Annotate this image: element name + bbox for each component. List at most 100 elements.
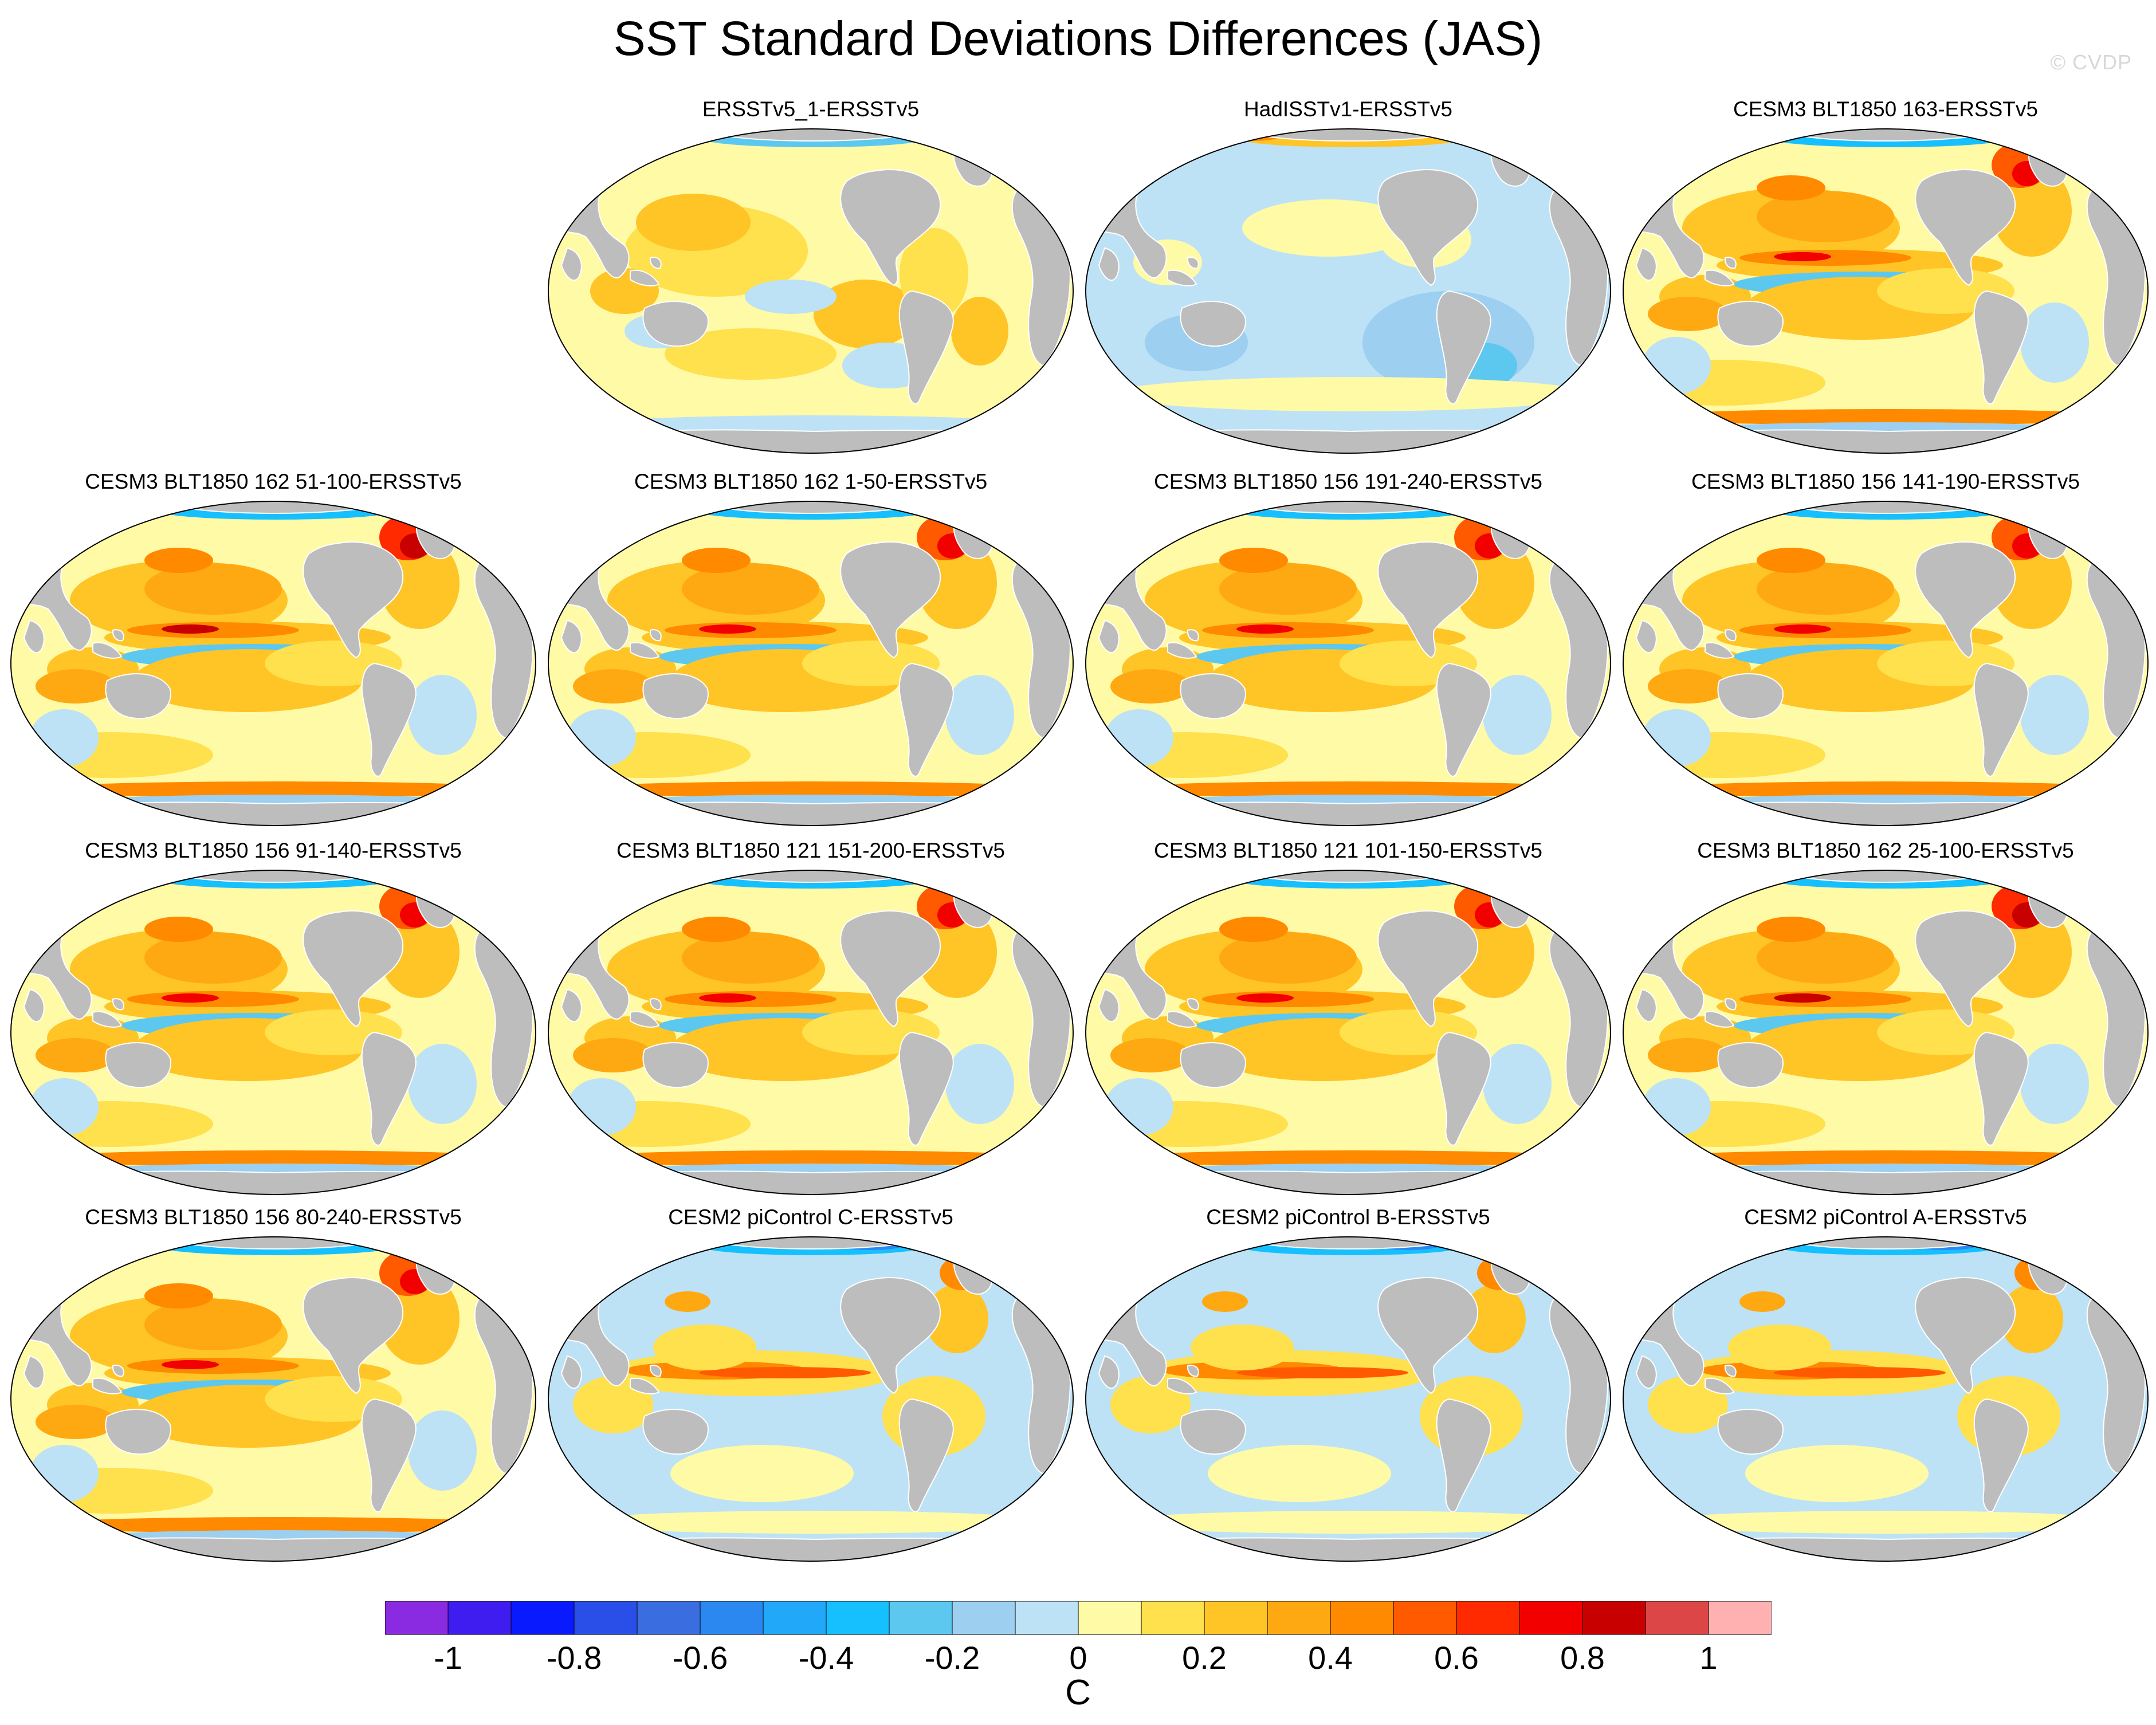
sst-anomaly-region [2000,1284,2063,1353]
map-outline [1085,501,1611,826]
sst-map [1623,870,2149,1195]
sst-anomaly-region [682,563,819,615]
sst-anomaly-region [408,1410,477,1491]
land-mass [1377,910,1479,1028]
land-mass [303,1277,404,1394]
land-mass [1377,169,1479,286]
sst-anomaly-region [144,563,282,615]
sst-anomaly-region [1757,548,1825,573]
sst-anomaly-region [36,1405,116,1439]
sst-anomaly-region [682,548,751,573]
panel-title: CESM2 piControl B-ERSSTv5 [1206,1205,1490,1229]
sst-anomaly-region [1086,1101,1288,1147]
colorbar-swatch [1330,1601,1394,1635]
land-mass [560,247,582,281]
sst-anomaly-region [1648,297,1728,331]
sst-anomaly-region [1110,1038,1191,1072]
sst-map [548,501,1074,826]
sst-map [1085,870,1611,1195]
land-mass [642,673,709,720]
sst-anomaly-region [1648,1376,1728,1433]
land-mass [1973,662,2029,777]
colorbar-swatch [889,1601,953,1635]
sst-anomaly-region [1454,537,1534,629]
colorbar-tick-label: 0.2 [1182,1640,1227,1673]
land-mass [112,998,124,1011]
land-mass [1724,1365,1737,1377]
panel-title: HadISSTv1-ERSSTv5 [1244,97,1452,121]
sst-anomaly-region [2020,302,2089,383]
land-mass [23,988,45,1023]
map-panel: CESM3 BLT1850 156 191-240-ERSSTv5 [1082,469,1615,835]
land-mass [840,541,941,659]
land-mass [1705,642,1735,659]
sst-anomaly-region [1774,624,1831,634]
land-mass [1098,619,1120,654]
land-mass [92,642,123,659]
land-mass [1098,247,1120,281]
panel-title: CESM3 BLT1850 162 1-50-ERSSTv5 [634,470,988,493]
sst-anomaly-region [1648,669,1728,704]
land-mass [1187,257,1199,269]
colorbar-swatch [1015,1601,1079,1635]
sst-anomaly-region [1757,191,1894,242]
land-mass [630,642,660,659]
map-panel: CESM3 BLT1850 156 91-140-ERSSTv5 [7,838,540,1204]
sst-anomaly-region [1722,872,1757,883]
sst-anomaly-region [647,503,682,514]
sst-anomaly-region [1105,781,1597,797]
colorbar-tick-label: 1 [1699,1640,1717,1673]
land-mass [361,1031,417,1146]
sst-anomaly-region [636,194,751,251]
map-panel: CESM2 piControl C-ERSSTv5 [544,1204,1077,1571]
sst-anomaly-region [110,1239,144,1250]
sst-anomaly-region [647,872,682,883]
map-panel: CESM3 BLT1850 163-ERSSTv5 [1619,96,2152,463]
colorbar-swatch [1708,1601,1772,1635]
colorbar-swatch [700,1601,764,1635]
land-mass [105,1409,171,1455]
sst-map [1623,128,2149,454]
sst-anomaly-region [917,537,997,629]
colorbar-swatch [1645,1601,1709,1635]
sst-anomaly-region [1774,1367,1946,1378]
land-mass [1717,301,1784,347]
land-mass [1098,988,1120,1023]
land-mass [1180,1042,1246,1089]
sst-anomaly-region [30,1150,523,1166]
map-outline [1623,128,2149,454]
watermark: © CVDP [2050,50,2132,74]
map-panel: HadISSTv1-ERSSTv5 [1082,96,1615,463]
sst-map [548,1236,1074,1562]
land-mass [1635,619,1657,654]
sst-anomaly-region [1185,503,1219,514]
sst-anomaly-region [1757,917,1825,942]
colorbar-swatch [1078,1601,1142,1635]
sst-anomaly-region [1086,732,1288,778]
map-outline [548,870,1074,1195]
land-mass [840,1277,941,1394]
land-mass [1187,1365,1199,1377]
sst-anomaly-region [1185,872,1219,883]
land-mass [1705,1011,1735,1028]
sst-anomaly-region [951,297,1008,366]
land-mass [630,1377,660,1394]
sst-anomaly-region [1774,993,1831,1003]
land-mass [105,673,171,720]
land-mass [112,629,124,642]
sst-anomaly-region [2020,1044,2089,1124]
colorbar-swatch [1456,1601,1520,1635]
panel-title: CESM3 BLT1850 163-ERSSTv5 [1733,97,2038,121]
sst-anomaly-region [665,1291,710,1312]
land-mass [642,1409,709,1455]
sst-anomaly-region [30,1517,523,1533]
sst-anomaly-region [110,503,144,514]
land-mass [898,1031,954,1146]
figure-title: SST Standard Deviations Differences (JAS… [613,11,1543,65]
sst-anomaly-region [567,781,1060,797]
sst-anomaly-region [1992,537,2072,629]
sst-anomaly-region [408,675,477,755]
land-mass [1167,642,1197,659]
sst-anomaly-region [144,1283,213,1309]
sst-anomaly-region [1757,563,1894,615]
